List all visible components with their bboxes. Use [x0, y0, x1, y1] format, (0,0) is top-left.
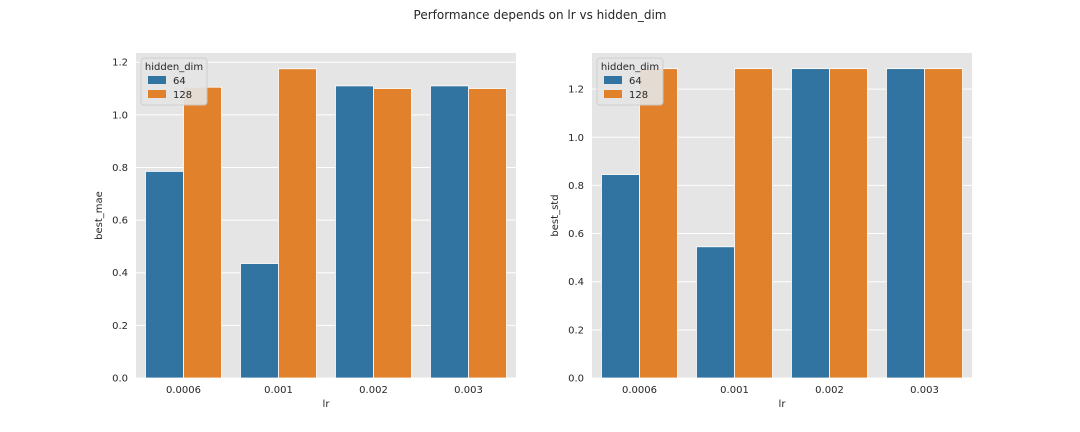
- legend-label-128: 128: [173, 90, 192, 101]
- x-axis-label: lr: [323, 399, 331, 410]
- bar-0.0006-128: [639, 68, 678, 379]
- x-tick-label: 0.001: [264, 385, 293, 396]
- x-tick-label: 0.003: [454, 385, 483, 396]
- legend-title: hidden_dim: [601, 62, 659, 73]
- bar-0.003-128: [468, 88, 507, 379]
- bar-0.002-128: [829, 68, 868, 379]
- y-tick-label: 0.2: [568, 325, 584, 336]
- y-tick-label: 0.6: [568, 229, 584, 240]
- y-tick-label: 0.4: [112, 268, 128, 279]
- bar-0.001-128: [278, 68, 317, 379]
- x-tick-label: 0.0006: [622, 385, 657, 396]
- legend-label-128: 128: [629, 90, 648, 101]
- bar-0.001-64: [696, 246, 735, 379]
- y-tick-label: 1.0: [112, 110, 128, 121]
- legend: hidden_dim 64 128: [596, 57, 664, 106]
- y-tick-label: 0.0: [112, 374, 128, 385]
- y-tick-label: 0.0: [568, 374, 584, 385]
- bar-0.002-64: [791, 68, 830, 379]
- bar-0.003-64: [430, 85, 469, 379]
- x-tick-label: 0.002: [815, 385, 844, 396]
- y-tick-label: 0.6: [112, 216, 128, 227]
- y-axis-label: best_std: [550, 194, 561, 236]
- bar-0.001-128: [734, 68, 773, 379]
- legend: hidden_dim 64 128: [140, 57, 208, 106]
- bar-0.002-128: [373, 88, 412, 379]
- x-axis-label: lr: [779, 399, 787, 410]
- x-tick-label: 0.003: [910, 385, 939, 396]
- y-tick-label: 0.8: [112, 163, 128, 174]
- y-tick-label: 0.4: [568, 277, 584, 288]
- y-axis-label: best_mae: [94, 191, 105, 240]
- x-tick-label: 0.001: [720, 385, 749, 396]
- x-tick-label: 0.002: [359, 385, 388, 396]
- bar-0.0006-64: [601, 174, 640, 379]
- y-tick-label: 0.2: [112, 321, 128, 332]
- legend-swatch-128: [604, 90, 622, 98]
- y-tick-label: 1.2: [568, 85, 584, 96]
- legend-swatch-64: [604, 76, 622, 84]
- y-tick-label: 1.0: [568, 133, 584, 144]
- bar-0.001-64: [240, 263, 279, 379]
- y-tick-label: 1.2: [112, 58, 128, 69]
- bar-0.002-64: [335, 85, 374, 379]
- x-tick-label: 0.0006: [166, 385, 201, 396]
- legend-label-64: 64: [173, 76, 186, 87]
- bar-0.0006-64: [145, 171, 184, 379]
- bar-0.0006-128: [183, 86, 222, 379]
- legend-title: hidden_dim: [145, 62, 203, 73]
- y-tick-label: 0.8: [568, 181, 584, 192]
- bar-0.003-128: [924, 68, 963, 379]
- figure-suptitle: Performance depends on lr vs hidden_dim: [414, 8, 667, 22]
- subplot-best-mae: 0.0 0.2 0.4 0.6 0.8 1.0 1.2 0.0006 0.001 0.002 0.0…: [94, 53, 516, 410]
- legend-swatch-128: [148, 90, 166, 98]
- legend-swatch-64: [148, 76, 166, 84]
- subplot-best-std: 0.0 0.2 0.4 0.6 0.8 1.0 1.2 0.0006 0.001 0.002 0.0…: [550, 53, 972, 410]
- bar-0.003-64: [886, 68, 925, 379]
- legend-label-64: 64: [629, 76, 642, 87]
